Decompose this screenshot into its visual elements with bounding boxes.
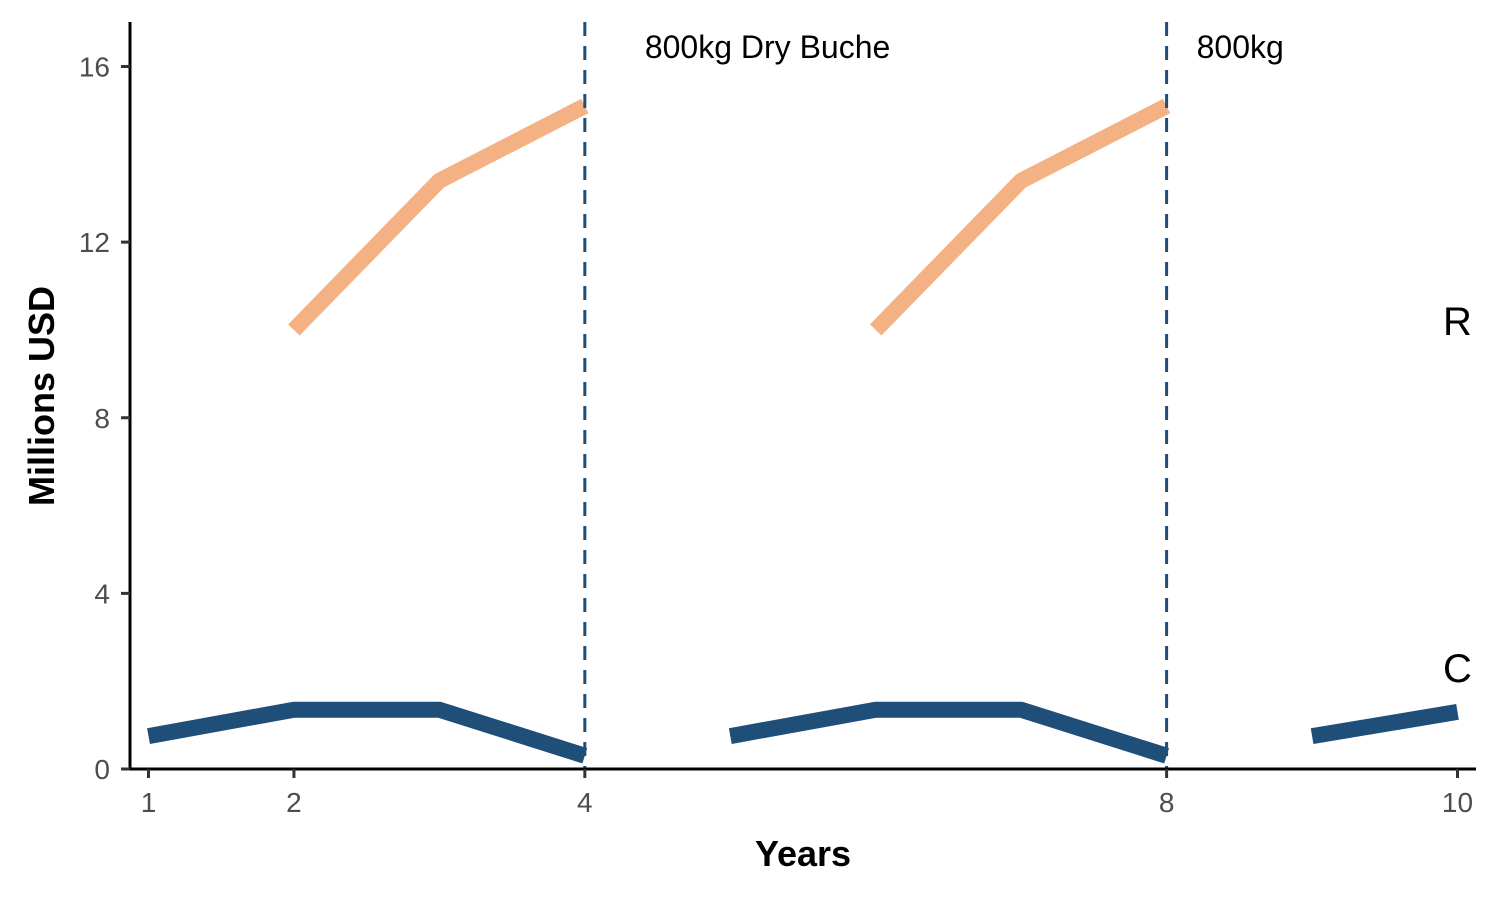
y-tick-label: 16 <box>79 52 110 83</box>
y-tick-label: 8 <box>94 403 110 434</box>
series-r-line-segment-2 <box>869 98 1171 336</box>
x-tick-label: 4 <box>577 787 593 818</box>
annotations-layer: 800kg Dry Buche 800kg <box>645 29 1284 65</box>
series-lines-layer <box>147 98 1459 764</box>
y-tick-label: 12 <box>79 227 110 258</box>
series-labels-layer: RC <box>1443 300 1472 691</box>
series-label-r: R <box>1443 300 1472 344</box>
series-label-c: C <box>1443 647 1472 691</box>
x-axis-ticks: 1 2 4 8 10 <box>141 769 1473 818</box>
x-tick-label: 2 <box>286 787 302 818</box>
reference-line-label-2: 800kg <box>1197 29 1284 65</box>
series-c-line-segment-3 <box>1310 704 1459 744</box>
y-axis-ticks: 0 4 8 12 16 <box>79 52 130 785</box>
x-axis-title: Years <box>755 833 851 874</box>
series-c-line-segment-2 <box>728 701 1170 764</box>
series-c-line-segment-1 <box>147 701 588 764</box>
x-tick-label: 8 <box>1159 787 1175 818</box>
y-tick-label: 4 <box>94 578 110 609</box>
reference-line-label-1: 800kg Dry Buche <box>645 29 890 65</box>
y-axis-title: Millions USD <box>21 286 62 506</box>
series-r-line-segment-1 <box>288 98 589 336</box>
y-tick-label: 0 <box>94 754 110 785</box>
x-tick-label: 1 <box>141 787 157 818</box>
reference-lines-layer <box>583 22 1169 769</box>
x-tick-label: 10 <box>1442 787 1473 818</box>
